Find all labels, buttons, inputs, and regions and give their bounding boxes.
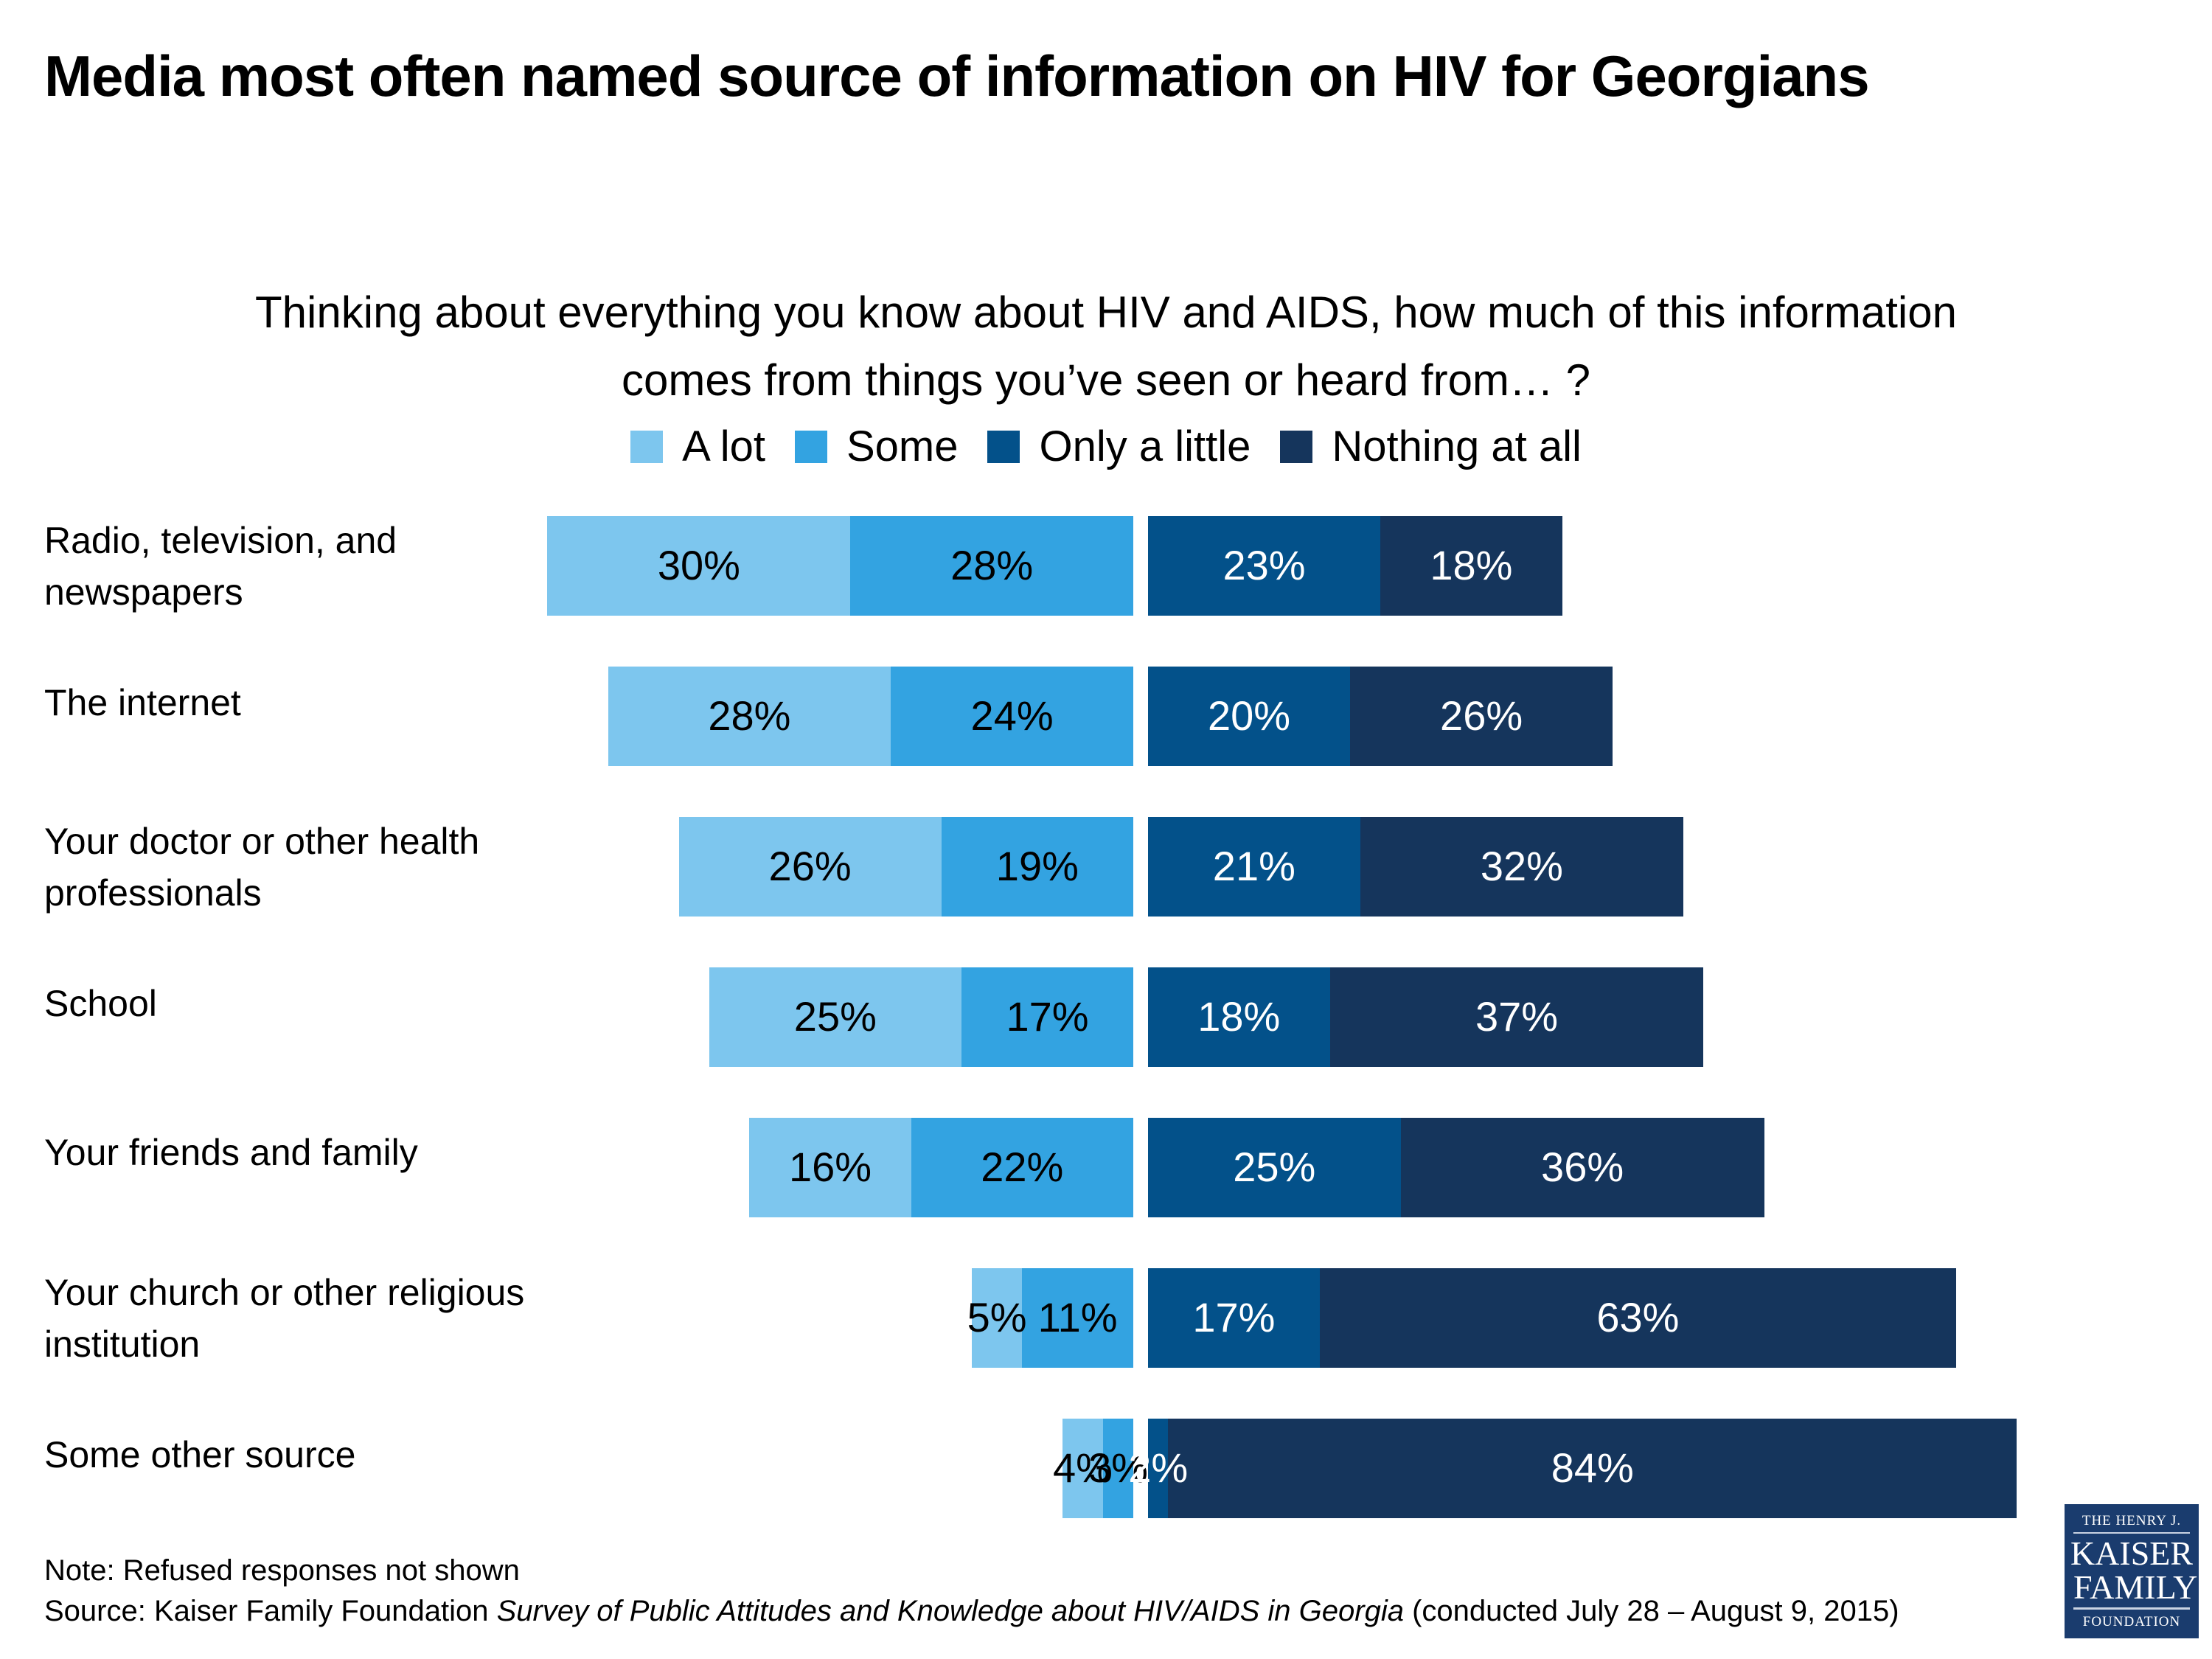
data-label: 36% bbox=[1541, 1144, 1624, 1190]
legend-item: A lot bbox=[630, 422, 765, 471]
bar-segment bbox=[1102, 1419, 1133, 1518]
logo-line-4: FOUNDATION bbox=[2082, 1614, 2181, 1630]
chart-title: Media most often named source of informa… bbox=[44, 44, 1870, 108]
bar-segment bbox=[1168, 1419, 2017, 1518]
data-label: 18% bbox=[1430, 542, 1513, 588]
category-label: School bbox=[44, 983, 157, 1024]
bar-segment bbox=[1148, 516, 1381, 616]
category-label: Some other source bbox=[44, 1434, 356, 1475]
data-label: 37% bbox=[1475, 993, 1559, 1040]
legend-swatch bbox=[1280, 430, 1313, 463]
data-label: 18% bbox=[1197, 993, 1281, 1040]
category-label: Your church or other religious instituti… bbox=[44, 1272, 525, 1365]
bar-segment bbox=[1148, 667, 1350, 766]
data-label: 21% bbox=[1212, 843, 1295, 889]
legend-item: Only a little bbox=[987, 422, 1251, 471]
data-label: 25% bbox=[793, 993, 877, 1040]
data-label: 63% bbox=[1596, 1294, 1680, 1340]
bar-segment bbox=[1350, 667, 1613, 766]
legend-swatch bbox=[987, 430, 1020, 463]
note: Note: Refused responses not shown bbox=[44, 1554, 520, 1587]
bar-segment bbox=[1148, 1268, 1320, 1368]
data-label: 3% bbox=[1088, 1444, 1148, 1491]
data-label: 26% bbox=[1440, 692, 1523, 739]
bar-segment bbox=[1022, 1268, 1133, 1368]
bar-segment bbox=[1400, 1118, 1764, 1217]
category-label: The internet bbox=[44, 682, 241, 723]
kff-logo: THE HENRY J. KAISER FAMILY FOUNDATION bbox=[2065, 1504, 2199, 1638]
bar-segment bbox=[891, 667, 1133, 766]
bar-segment bbox=[1360, 817, 1684, 917]
legend-swatch bbox=[630, 430, 664, 463]
category-label: Radio, television, and newspapers bbox=[44, 520, 397, 613]
category-label: Your doctor or other health professional… bbox=[44, 821, 480, 914]
data-label: 16% bbox=[788, 1144, 872, 1190]
bar-segment bbox=[941, 817, 1133, 917]
data-label: 23% bbox=[1222, 542, 1306, 588]
bar-segment bbox=[961, 967, 1133, 1067]
bar-segment bbox=[547, 516, 851, 616]
data-label: 84% bbox=[1551, 1444, 1634, 1491]
subtitle-line-1: Thinking about everything you know about… bbox=[255, 288, 1957, 337]
bar-segment bbox=[709, 967, 962, 1067]
data-label: 22% bbox=[981, 1144, 1064, 1190]
bar-segment bbox=[1062, 1419, 1103, 1518]
logo-line-2: KAISER bbox=[2070, 1534, 2194, 1572]
bar-segment bbox=[1380, 516, 1562, 616]
source-prefix: Source: Kaiser Family Foundation bbox=[44, 1595, 497, 1627]
data-label: 30% bbox=[657, 542, 740, 588]
data-label: 25% bbox=[1233, 1144, 1316, 1190]
source-line: Source: Kaiser Family Foundation Survey … bbox=[44, 1595, 1899, 1628]
subtitle-line-2: comes from things you’ve seen or heard f… bbox=[622, 355, 1590, 405]
bar-segment bbox=[850, 516, 1133, 616]
legend-label: Some bbox=[846, 422, 959, 470]
legend-item: Nothing at all bbox=[1280, 422, 1582, 471]
category-label: Your friends and family bbox=[44, 1132, 418, 1173]
bar-segment bbox=[608, 667, 891, 766]
logo-line-3: FAMILY bbox=[2073, 1571, 2197, 1610]
chart-subtitle: Thinking about everything you know about… bbox=[0, 279, 2212, 414]
bar-segment bbox=[1329, 967, 1704, 1067]
bar-segment bbox=[678, 817, 942, 917]
bar-segment bbox=[911, 1118, 1133, 1217]
data-label: 17% bbox=[1192, 1294, 1276, 1340]
source-survey-title: Survey of Public Attitudes and Knowledge… bbox=[496, 1595, 1404, 1627]
legend-item: Some bbox=[794, 422, 959, 471]
bar-segment bbox=[1319, 1268, 1956, 1368]
data-label: 24% bbox=[970, 692, 1054, 739]
legend-swatch bbox=[794, 430, 827, 463]
data-label: 20% bbox=[1207, 692, 1291, 739]
data-label: 26% bbox=[768, 843, 852, 889]
data-label: 4% bbox=[1053, 1444, 1113, 1491]
bar-segment bbox=[971, 1268, 1023, 1368]
data-label: 5% bbox=[967, 1294, 1027, 1340]
data-label: 28% bbox=[708, 692, 791, 739]
legend-label: Only a little bbox=[1039, 422, 1251, 470]
legend-label: A lot bbox=[682, 422, 765, 470]
legend-label: Nothing at all bbox=[1332, 422, 1582, 470]
data-label: 28% bbox=[950, 542, 1034, 588]
source-suffix: (conducted July 28 – August 9, 2015) bbox=[1403, 1595, 1899, 1627]
data-label: 19% bbox=[995, 843, 1079, 889]
bar-segment bbox=[1148, 967, 1330, 1067]
bar-segment bbox=[1148, 817, 1360, 917]
bar-segment bbox=[1148, 1118, 1401, 1217]
bar-segment bbox=[1148, 1419, 1169, 1518]
legend: A lot Some Only a little Nothing at all bbox=[0, 422, 2212, 471]
data-label: 17% bbox=[1006, 993, 1089, 1040]
data-label: 2% bbox=[1128, 1444, 1189, 1491]
data-label: 32% bbox=[1480, 843, 1563, 889]
data-label: 11% bbox=[1037, 1294, 1118, 1340]
logo-line-1: THE HENRY J. bbox=[2073, 1513, 2190, 1534]
bar-segment bbox=[749, 1118, 911, 1217]
